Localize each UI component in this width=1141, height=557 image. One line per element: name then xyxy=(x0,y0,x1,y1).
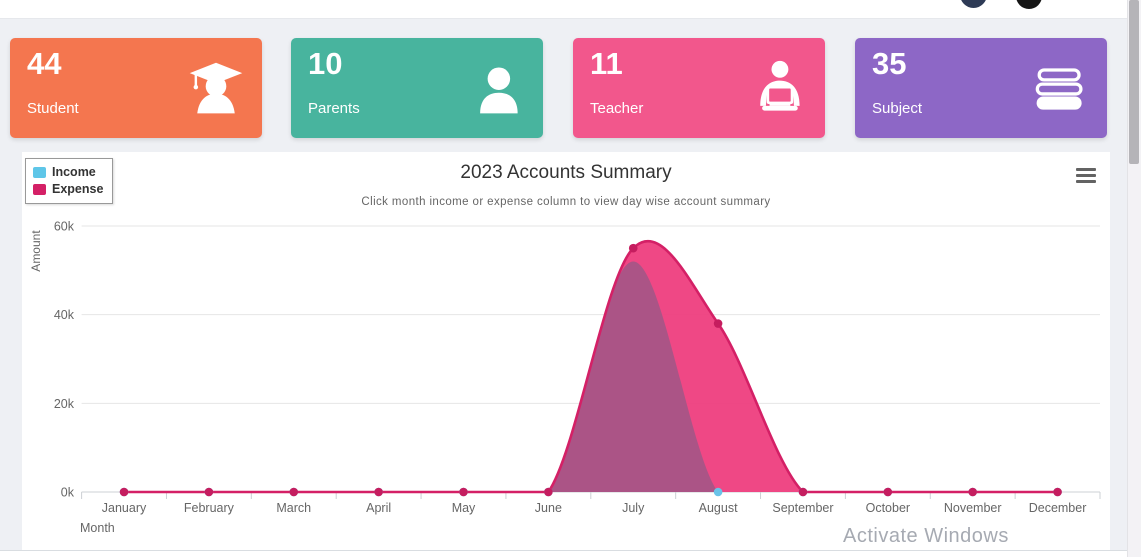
expense-marker[interactable] xyxy=(119,487,129,497)
subject-count: 35 xyxy=(872,46,907,81)
x-axis-title: Month xyxy=(80,521,115,535)
expense-marker[interactable] xyxy=(798,487,808,497)
x-tick-label: September xyxy=(772,501,833,515)
person-icon xyxy=(467,58,527,120)
y-tick-label: 60k xyxy=(54,220,75,234)
accounts-area-chart[interactable]: 60k 40k 20k 0k January February March April May J… xyxy=(22,152,1110,550)
user-avatar[interactable] xyxy=(960,0,987,8)
activate-windows-watermark: Activate Windows xyxy=(843,525,1009,547)
hamburger-menu-icon[interactable] xyxy=(1076,168,1096,183)
legend-item-income[interactable]: Income xyxy=(33,164,103,181)
scrollbar-thumb[interactable] xyxy=(1129,0,1139,164)
parents-count: 10 xyxy=(308,46,343,81)
income-area[interactable] xyxy=(124,261,1058,492)
expense-marker[interactable] xyxy=(628,243,638,253)
student-count: 44 xyxy=(27,46,62,81)
chart-subtitle: Click month income or expense column to … xyxy=(361,196,771,208)
vertical-scrollbar[interactable] xyxy=(1127,0,1141,557)
income-swatch xyxy=(33,167,46,178)
x-tick-label: November xyxy=(944,501,1002,515)
graduate-icon xyxy=(186,58,246,120)
parents-label: Parents xyxy=(308,100,360,117)
expense-swatch xyxy=(33,184,46,195)
legend-item-expense[interactable]: Expense xyxy=(33,181,103,198)
expense-marker[interactable] xyxy=(968,487,977,497)
x-tick-label: June xyxy=(535,501,562,515)
x-tick-label: October xyxy=(866,501,910,515)
expense-marker[interactable] xyxy=(544,487,553,497)
x-tick-label: December xyxy=(1029,501,1087,515)
expense-marker[interactable] xyxy=(1053,487,1062,497)
teacher-count: 11 xyxy=(590,46,623,81)
chart-legend: Income Expense xyxy=(25,158,114,204)
legend-label-income: Income xyxy=(52,165,96,179)
x-tick-label: March xyxy=(276,501,311,515)
income-marker[interactable] xyxy=(713,487,723,497)
x-tick-label: January xyxy=(102,501,147,515)
x-tick-label: May xyxy=(452,501,476,515)
stat-card-teacher[interactable]: 11 Teacher xyxy=(573,38,825,138)
expense-marker[interactable] xyxy=(204,487,214,497)
student-label: Student xyxy=(27,100,79,117)
y-tick-label: 40k xyxy=(54,308,75,322)
subject-label: Subject xyxy=(872,100,923,117)
y-tick-label: 20k xyxy=(54,397,75,411)
footer-strip xyxy=(0,550,1128,557)
teacher-laptop-icon xyxy=(749,58,809,120)
legend-label-expense: Expense xyxy=(52,182,104,196)
user-avatar[interactable] xyxy=(1016,0,1042,9)
expense-marker[interactable] xyxy=(713,319,723,328)
top-navbar xyxy=(0,0,1128,19)
stat-card-parents[interactable]: 10 Parents xyxy=(291,38,543,138)
stat-card-subject[interactable]: 35 Subject xyxy=(855,38,1107,138)
chart-title: 2023 Accounts Summary xyxy=(460,162,672,183)
accounts-summary-panel: Income Expense 2023 Accounts Summary Cli… xyxy=(22,152,1110,550)
x-tick-label: August xyxy=(699,501,738,515)
expense-marker[interactable] xyxy=(289,487,299,497)
x-tick-label: July xyxy=(622,501,645,515)
expense-marker[interactable] xyxy=(459,487,468,497)
stat-card-student[interactable]: 44 Student xyxy=(10,38,262,138)
expense-marker[interactable] xyxy=(883,487,893,497)
expense-marker[interactable] xyxy=(374,487,383,497)
y-tick-label: 0k xyxy=(61,486,75,500)
x-tick-label: April xyxy=(366,501,391,515)
teacher-label: Teacher xyxy=(590,100,644,117)
x-tick-label: February xyxy=(184,501,235,515)
books-icon xyxy=(1031,58,1091,120)
